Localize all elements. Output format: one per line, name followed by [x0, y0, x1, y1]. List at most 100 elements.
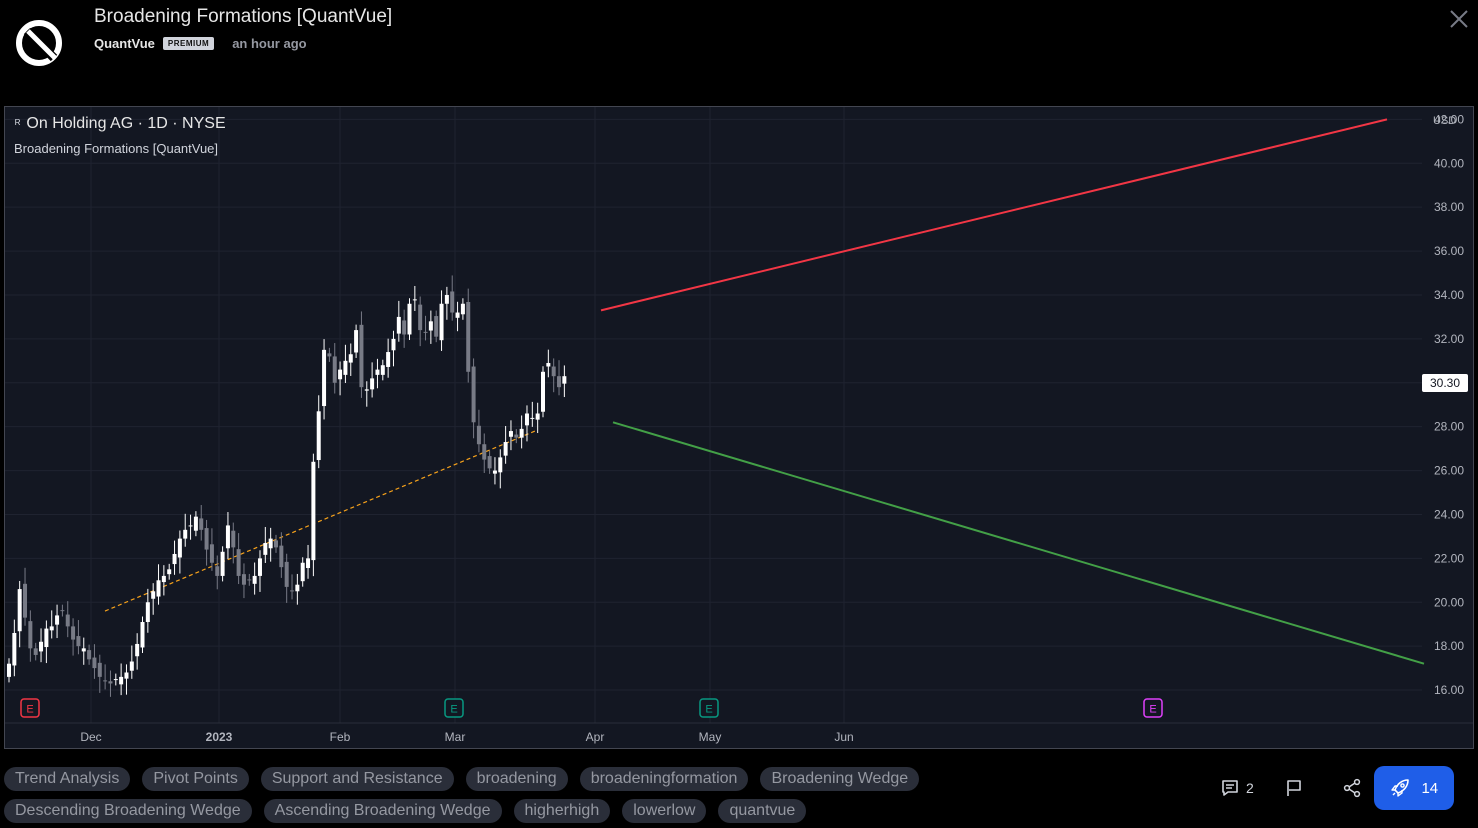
candle-body: [327, 353, 332, 357]
candle-body: [247, 579, 252, 581]
candle-body: [81, 648, 86, 652]
candle-body: [7, 663, 11, 677]
candle-body: [551, 366, 556, 377]
author-link[interactable]: QuantVue: [94, 36, 155, 51]
premium-badge: PREMIUM: [162, 37, 215, 50]
candle-body: [108, 681, 113, 684]
report-button[interactable]: [1284, 778, 1304, 798]
candle-body: [156, 580, 161, 597]
candle-body: [103, 680, 108, 682]
tag-7[interactable]: Ascending Broadening Wedge: [263, 799, 502, 823]
comments-count: 2: [1246, 780, 1254, 796]
candle-body: [220, 551, 225, 576]
candle-body: [140, 622, 145, 648]
tag-5[interactable]: Broadening Wedge: [760, 767, 920, 791]
candle-body: [466, 302, 471, 372]
candle-body: [87, 650, 92, 660]
candle-body: [231, 530, 236, 548]
candle-body: [348, 354, 353, 363]
trend-line-resistance: [600, 118, 1388, 312]
candle-body: [514, 434, 519, 438]
earnings-marker: [1143, 698, 1163, 718]
x-tick-label: Apr: [586, 730, 605, 744]
candle-body: [124, 672, 129, 679]
comments-button[interactable]: 2: [1220, 778, 1254, 798]
y-tick-label: 40.00: [1434, 156, 1464, 170]
candle-body: [252, 575, 257, 584]
candle-body: [225, 525, 230, 549]
candle-body: [450, 291, 455, 313]
candle-body: [145, 602, 150, 623]
symbol-label: On Holding AG · 1D · NYSE: [26, 115, 226, 132]
candle-body: [530, 417, 535, 419]
close-icon[interactable]: [1446, 6, 1472, 32]
y-tick-label: 28.00: [1434, 420, 1464, 434]
quantvue-logo-icon[interactable]: [14, 18, 64, 68]
tag-9[interactable]: lowerlow: [622, 799, 707, 823]
published-time: an hour ago: [232, 36, 307, 51]
candle-body: [402, 320, 407, 335]
currency-label: USD: [1433, 115, 1457, 127]
candle-body: [306, 558, 311, 569]
tag-0[interactable]: Trend Analysis: [4, 767, 131, 791]
candle-body: [300, 562, 305, 582]
candle-body: [418, 304, 423, 331]
candle-body: [476, 425, 481, 445]
candle-body: [167, 569, 172, 575]
candle-body: [113, 679, 118, 681]
candle-body: [188, 525, 193, 527]
candle-body: [284, 561, 289, 587]
candle-body: [28, 621, 33, 649]
tag-2[interactable]: Support and Resistance: [260, 767, 454, 791]
trend-line-support: [612, 421, 1425, 665]
tag-6[interactable]: Descending Broadening Wedge: [4, 799, 252, 823]
tag-3[interactable]: broadening: [465, 767, 568, 791]
candle-body: [268, 538, 273, 549]
candle-body: [482, 444, 487, 460]
candle-body: [391, 338, 396, 351]
x-tick-label: Jun: [834, 730, 853, 744]
earnings-marker-label: E: [705, 704, 712, 716]
candle-body: [279, 545, 284, 568]
tag-1[interactable]: Pivot Points: [142, 767, 249, 791]
y-tick-label: 32.00: [1434, 332, 1464, 346]
idea-title: Broadening Formations [QuantVue]: [94, 6, 393, 27]
candle-body: [55, 615, 60, 625]
candle-body: [60, 610, 65, 612]
candle-body: [396, 316, 401, 334]
candle-body: [386, 352, 391, 367]
candle-body: [535, 413, 540, 420]
y-tick-label: 38.00: [1434, 200, 1464, 214]
candle-body: [177, 538, 182, 558]
x-tick-label: 2023: [206, 730, 233, 744]
symbol-legend[interactable]: ᴿ On Holding AG · 1D · NYSE: [15, 115, 226, 133]
candle-body: [455, 312, 460, 318]
price-chart[interactable]: 16.0018.0020.0022.0024.0026.0028.0030.00…: [5, 107, 1474, 749]
tag-10[interactable]: quantvue: [718, 799, 807, 823]
boost-button[interactable]: 14: [1373, 766, 1454, 810]
candle-body: [183, 529, 188, 539]
comment-icon: [1222, 780, 1238, 796]
y-tick-label: 20.00: [1434, 595, 1464, 609]
candle-body: [492, 470, 497, 474]
x-tick-label: May: [699, 730, 722, 744]
tag-8[interactable]: higherhigh: [513, 799, 611, 823]
candle-body: [215, 566, 220, 576]
indicator-legend[interactable]: Broadening Formations [QuantVue]: [14, 141, 219, 156]
candle-body: [557, 376, 562, 388]
candle-body: [503, 442, 508, 456]
candle-body: [172, 553, 177, 565]
candle-body: [193, 516, 198, 531]
tag-4[interactable]: broadeningformation: [579, 767, 749, 791]
last-price-label: 30.30: [1422, 374, 1468, 392]
earnings-marker: [444, 698, 464, 718]
candle-body: [439, 303, 444, 341]
symbol-logo-icon: ᴿ: [15, 117, 21, 131]
y-tick-label: 16.00: [1434, 683, 1464, 697]
chart-panel[interactable]: 16.0018.0020.0022.0024.0026.0028.0030.00…: [4, 106, 1474, 749]
share-button[interactable]: [1342, 778, 1362, 798]
candle-body: [135, 643, 140, 657]
earnings-marker-label: E: [450, 704, 457, 716]
candle-body: [119, 676, 124, 685]
x-tick-label: Mar: [445, 730, 466, 744]
